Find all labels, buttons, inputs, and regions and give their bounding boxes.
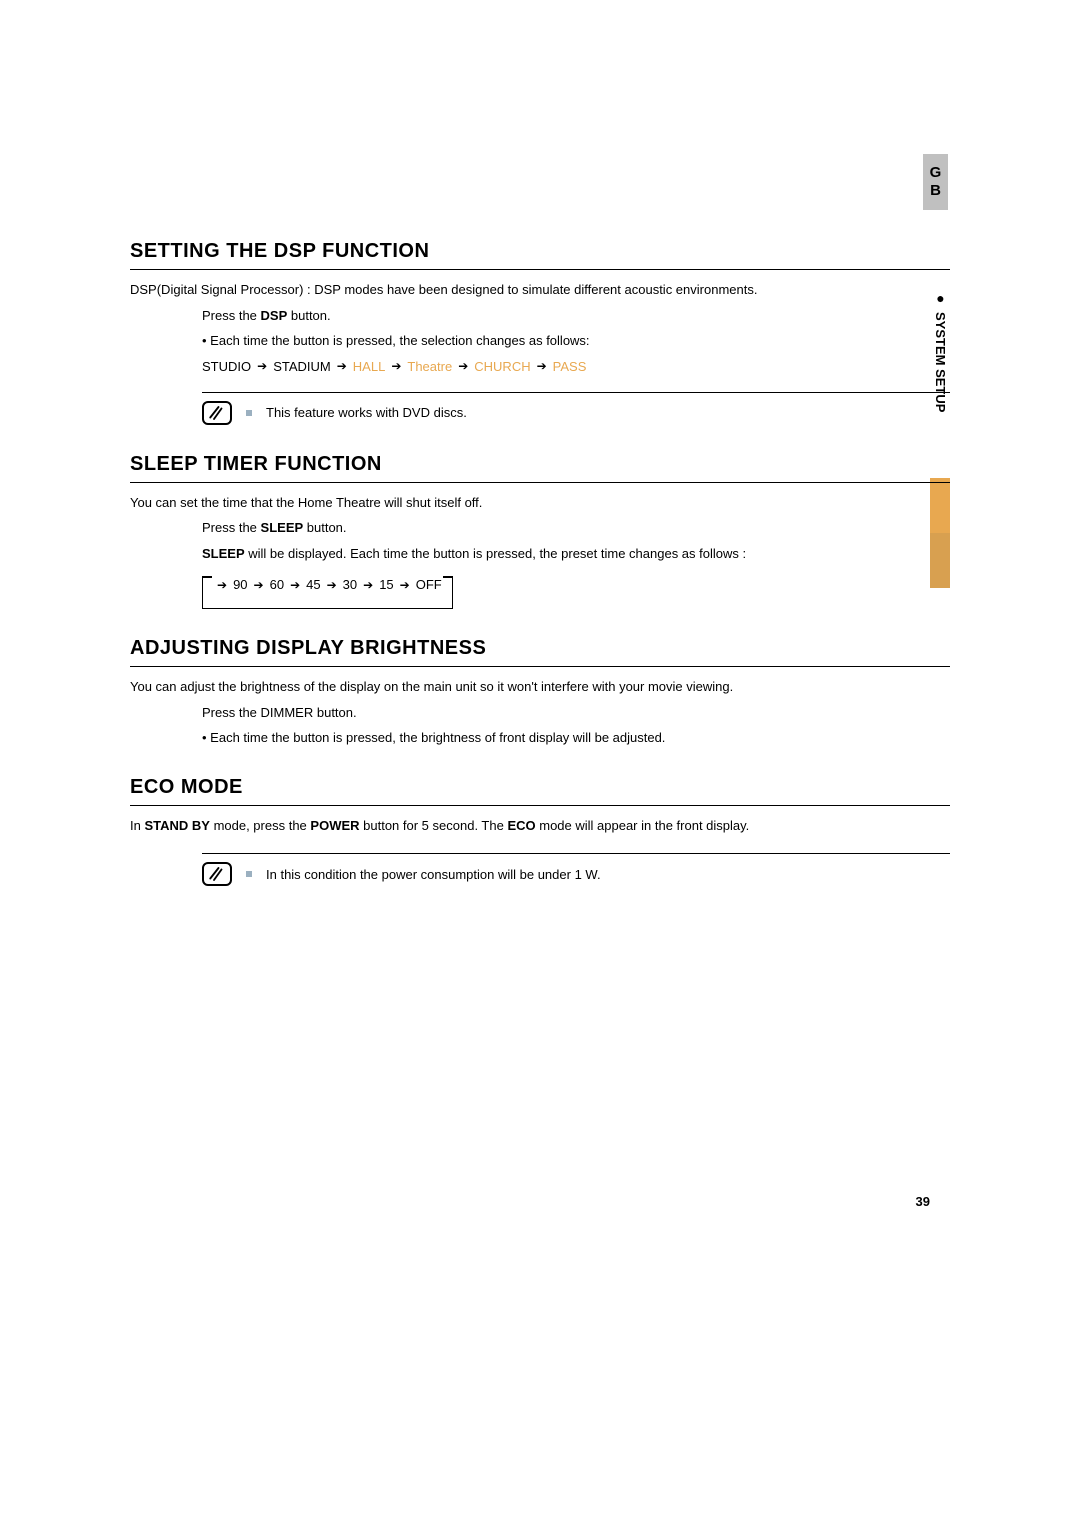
chain-item: CHURCH [474, 359, 530, 374]
text-bold: ECO [507, 818, 535, 833]
dsp-intro: DSP(Digital Signal Processor) : DSP mode… [130, 280, 950, 300]
chain-item: STADIUM [273, 359, 331, 374]
text: will be displayed. Each time the button … [245, 546, 746, 561]
text: button for 5 second. The [360, 818, 508, 833]
note-icon [202, 401, 232, 425]
page-content: SETTING THE DSP FUNCTION DSP(Digital Sig… [0, 0, 1080, 946]
text: mode will appear in the front display. [536, 818, 750, 833]
eco-note-text: In this condition the power consumption … [266, 867, 601, 882]
chain-item: 90 [233, 577, 247, 592]
text: In [130, 818, 144, 833]
arrow-icon: ➔ [257, 359, 267, 373]
divider [130, 666, 950, 667]
divider [202, 392, 950, 393]
dsp-title: SETTING THE DSP FUNCTION [130, 240, 950, 263]
chain-item: PASS [553, 359, 587, 374]
text-bold: SLEEP [261, 520, 304, 535]
page-number: 39 [916, 1194, 930, 1209]
arrow-icon: ➔ [391, 359, 401, 373]
brightness-intro: You can adjust the brightness of the dis… [130, 677, 950, 697]
sleep-desc: SLEEP will be displayed. Each time the b… [202, 544, 950, 564]
chain-item: 30 [343, 577, 357, 592]
chain-item: OFF [416, 577, 442, 592]
sleep-title: SLEEP TIMER FUNCTION [130, 453, 950, 476]
bullet-icon [246, 410, 252, 416]
text: Press the [202, 308, 261, 323]
chain-item: 45 [306, 577, 320, 592]
sleep-press: Press the SLEEP button. [202, 518, 950, 538]
text: mode, press the [210, 818, 310, 833]
chain-item: STUDIO [202, 359, 251, 374]
divider [130, 805, 950, 806]
brightness-press: Press the DIMMER button. [202, 703, 950, 723]
arrow-icon: ➔ [337, 359, 347, 373]
sleep-chain: ➔ 90 ➔ 60 ➔ 45 ➔ 30 ➔ 15 ➔ OFF [202, 577, 453, 609]
eco-note: In this condition the power consumption … [202, 862, 950, 886]
arrow-icon: ➔ [458, 359, 468, 373]
chain-item: Theatre [407, 359, 452, 374]
arrow-icon: ➔ [537, 359, 547, 373]
chain-item: HALL [353, 359, 386, 374]
arrow-icon: ➔ [400, 578, 410, 592]
dsp-chain: STUDIO ➔ STADIUM ➔ HALL ➔ Theatre ➔ CHURCH ➔ PASS [202, 359, 950, 374]
brightness-title: ADJUSTING DISPLAY BRIGHTNESS [130, 637, 950, 660]
arrow-icon: ➔ [290, 578, 300, 592]
dsp-note: This feature works with DVD discs. [202, 401, 950, 425]
divider [202, 853, 950, 854]
arrow-icon: ➔ [254, 578, 264, 592]
text-bold: POWER [310, 818, 359, 833]
chain-item: 15 [379, 577, 393, 592]
bullet-icon [246, 871, 252, 877]
chain-item: 60 [270, 577, 284, 592]
text-bold: SLEEP [202, 546, 245, 561]
text-bold: STAND BY [144, 818, 209, 833]
dsp-note-text: This feature works with DVD discs. [266, 405, 467, 420]
arrow-icon: ➔ [363, 578, 373, 592]
note-icon [202, 862, 232, 886]
text: Press the [202, 520, 261, 535]
text: button. [287, 308, 330, 323]
dsp-press: Press the DSP button. [202, 306, 950, 326]
arrow-icon: ➔ [327, 578, 337, 592]
text: button. [303, 520, 346, 535]
sleep-intro: You can set the time that the Home Theat… [130, 493, 950, 513]
dsp-bullet: • Each time the button is pressed, the s… [202, 331, 950, 351]
arrow-icon: ➔ [217, 578, 227, 592]
eco-title: ECO MODE [130, 776, 950, 799]
divider [130, 482, 950, 483]
eco-line: In STAND BY mode, press the POWER button… [130, 816, 950, 836]
divider [130, 269, 950, 270]
text-bold: DSP [261, 308, 288, 323]
brightness-bullet: • Each time the button is pressed, the b… [202, 728, 950, 748]
